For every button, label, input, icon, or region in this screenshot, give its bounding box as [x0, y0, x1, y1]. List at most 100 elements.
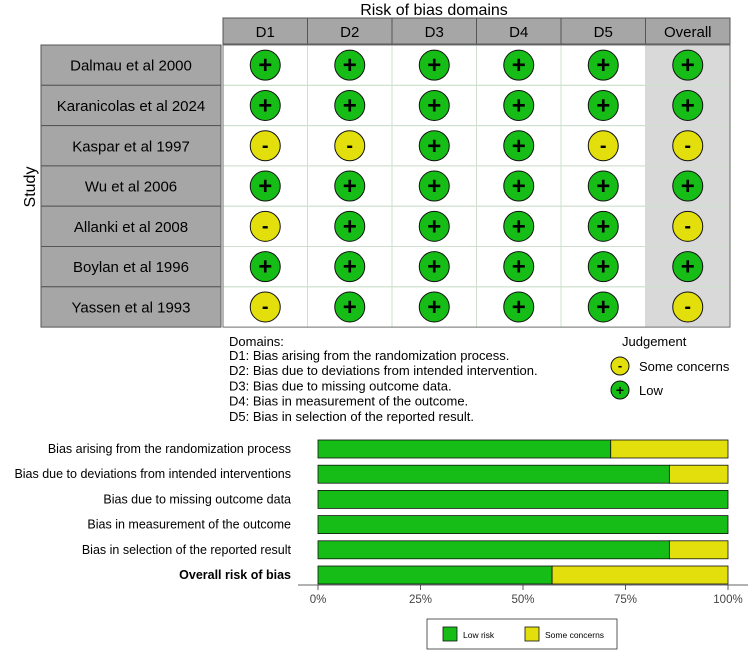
domain-header-cell: [222, 17, 308, 45]
legend-low-dot: [610, 380, 630, 400]
low-risk-dot: [672, 251, 704, 283]
domain-header-row: D1 D2 D3 D4 D5 Overall: [222, 17, 731, 45]
low-risk-dot: [334, 170, 366, 202]
judgement-symbol: -: [684, 296, 691, 318]
domain-header-cell: [560, 17, 646, 45]
judgement-legend-title: Judgement: [622, 334, 687, 349]
domain-definition: D2: Bias due to deviations from intended…: [229, 363, 538, 378]
low-risk-dot: [249, 89, 281, 121]
legend-some-concerns-dot: [610, 356, 630, 376]
study-label: Boylan et al 1996: [73, 259, 189, 276]
some-concerns-dot: [587, 130, 619, 162]
judgement-symbol: +: [512, 213, 526, 240]
judgement-symbol: -: [684, 215, 691, 237]
judgement-legend: - Some concerns + Low: [610, 356, 730, 400]
some-concerns-bar: [668, 464, 729, 484]
low-risk-dot: [587, 170, 619, 202]
judgement-symbol: -: [262, 296, 269, 318]
study-row: Allanki et al 2008 - + + + + -: [40, 205, 731, 247]
judgement-symbol: +: [258, 52, 272, 79]
some-concerns-dot: [672, 130, 704, 162]
low-risk-dot: [249, 49, 281, 81]
judgement-symbol: +: [343, 52, 357, 79]
legend-symbol: -: [618, 358, 622, 373]
summary-legend-swatch: [524, 626, 540, 642]
judgement-symbol: +: [258, 92, 272, 119]
summary-legend-swatch: [442, 626, 458, 642]
some-concerns-dot: [334, 130, 366, 162]
some-concerns-dot: [249, 130, 281, 162]
domain-definition: D4: Bias in measurement of the outcome.: [229, 394, 468, 409]
table-border: [222, 44, 731, 328]
low-risk-bar: [317, 464, 670, 484]
study-label-cell: [40, 125, 222, 167]
study-row: Yassen et al 1993 - + + + + -: [40, 286, 731, 328]
summary-category-label: Bias in measurement of the outcome: [87, 518, 291, 532]
judgement-symbol: -: [600, 135, 607, 157]
judgement-symbol: +: [596, 213, 610, 240]
study-axis-label: Study: [22, 167, 39, 208]
summary-legend-label: Low risk: [463, 630, 495, 640]
judgement-symbol: +: [258, 173, 272, 200]
summary-bars: [317, 439, 729, 585]
domains-legend-title: Domains:: [229, 334, 284, 349]
x-tick-label: 50%: [511, 594, 534, 606]
study-label-cell: [40, 165, 222, 207]
judgement-symbol: +: [343, 294, 357, 321]
some-concerns-dot: [249, 210, 281, 242]
study-row: Dalmau et al 2000 + + + + + +: [40, 44, 731, 86]
summary-legend-box: [426, 618, 618, 650]
judgement-symbol: +: [427, 173, 441, 200]
x-axis-ticks: 0% 25% 50% 75% 100%: [310, 585, 743, 606]
domain-header-label: Overall: [664, 24, 712, 41]
judgement-symbol: +: [427, 254, 441, 281]
domain-header-label: D2: [340, 24, 359, 41]
summary-bar-chart: Bias arising from the randomization proc…: [14, 439, 748, 650]
judgement-symbol: +: [512, 92, 526, 119]
low-risk-dot: [418, 210, 450, 242]
judgement-symbol: +: [427, 133, 441, 160]
low-risk-bar: [317, 439, 612, 459]
judgement-symbol: +: [681, 52, 695, 79]
summary-category-label: Bias arising from the randomization proc…: [48, 442, 291, 456]
low-risk-dot: [587, 89, 619, 121]
domain-header-label: D3: [425, 24, 444, 41]
low-risk-dot: [334, 89, 366, 121]
judgement-symbol: +: [681, 254, 695, 281]
judgement-symbol: +: [596, 254, 610, 281]
judgement-symbol: +: [343, 173, 357, 200]
judgement-symbol: +: [512, 133, 526, 160]
x-tick-label: 100%: [713, 594, 742, 606]
judgement-symbol: -: [684, 135, 691, 157]
judgement-symbol: -: [262, 135, 269, 157]
summary-legend-label: Some concerns: [545, 630, 604, 640]
low-risk-dot: [418, 130, 450, 162]
legend-symbol: +: [616, 382, 624, 398]
low-risk-dot: [503, 130, 535, 162]
judgement-symbol: +: [427, 52, 441, 79]
low-risk-bar: [317, 565, 553, 585]
low-risk-dot: [249, 251, 281, 283]
some-concerns-dot: [672, 210, 704, 242]
domain-definition: D3: Bias due to missing outcome data.: [229, 378, 452, 393]
domain-header-label: D5: [594, 24, 613, 41]
low-risk-dot: [587, 49, 619, 81]
domain-header-label: D4: [509, 24, 528, 41]
judgement-symbol: +: [427, 294, 441, 321]
some-concerns-dot: [672, 291, 704, 323]
low-risk-dot: [503, 251, 535, 283]
summary-category-label: Overall risk of bias: [179, 568, 291, 582]
low-risk-dot: [334, 251, 366, 283]
some-concerns-bar: [668, 540, 729, 560]
x-tick-label: 25%: [409, 594, 432, 606]
low-risk-bar: [317, 489, 729, 509]
summary-category-label: Bias due to missing outcome data: [103, 492, 291, 506]
judgement-symbol: +: [258, 254, 272, 281]
low-risk-dot: [418, 170, 450, 202]
low-risk-dot: [503, 210, 535, 242]
study-label: Dalmau et al 2000: [70, 58, 192, 75]
judgement-symbol: +: [343, 254, 357, 281]
low-risk-dot: [503, 291, 535, 323]
domain-header-cell: [307, 17, 393, 45]
judgement-symbol: +: [343, 213, 357, 240]
